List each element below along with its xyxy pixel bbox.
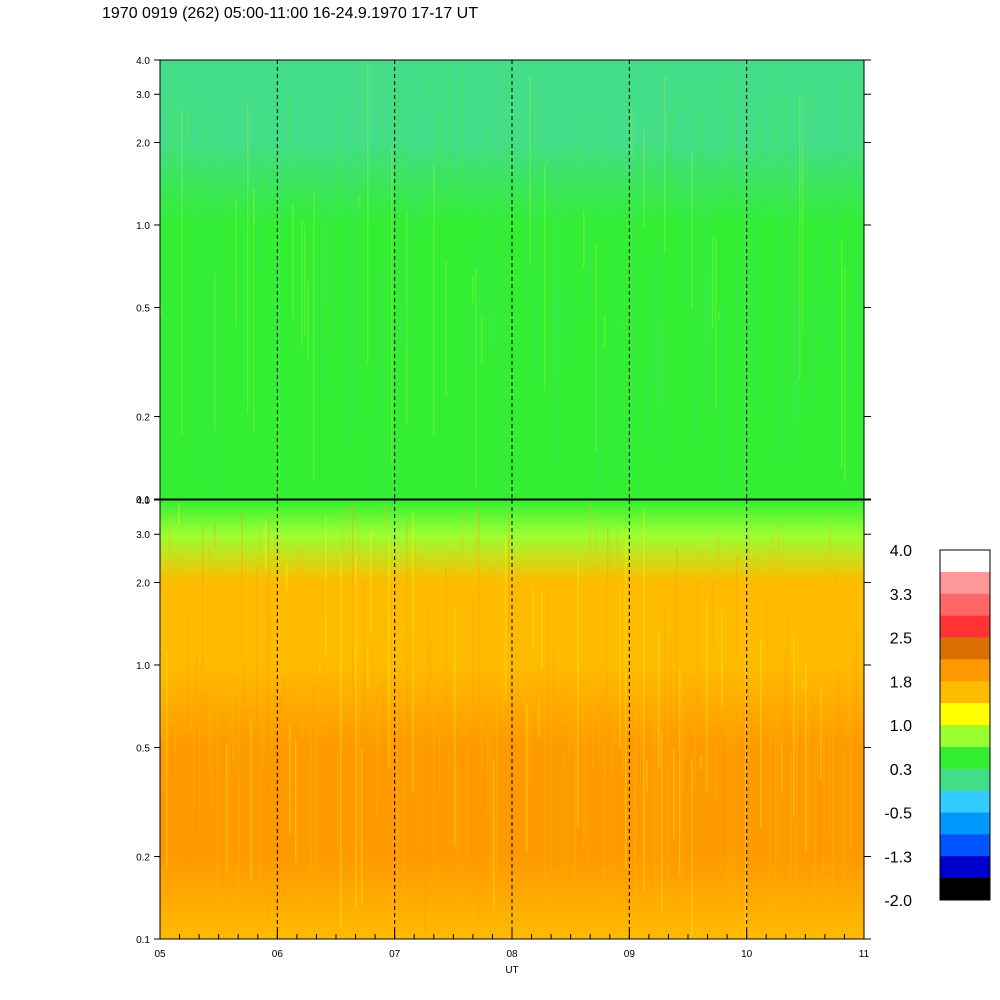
y-tick-label: 0.2 [136,853,150,864]
colorbar-swatch [940,812,990,835]
colorbar-swatch [940,725,990,748]
colorbar-swatch [940,681,990,704]
colorbar-label: -2.0 [884,893,912,910]
x-tick-label: 10 [741,949,753,960]
x-tick-label: 05 [154,949,166,960]
y-tick-label: 4.0 [136,496,150,507]
y-tick-label: 1.0 [136,661,150,672]
colorbar-swatch [940,746,990,770]
colorbar-swatch [940,790,990,813]
colorbar-label: 0.3 [890,762,912,779]
y-tick-label: 3.0 [136,530,150,541]
y-tick-label: 1.0 [136,221,150,232]
colorbar-swatch [940,768,990,792]
x-tick-label: 11 [859,949,870,960]
lower-spectrogram-panel: 0.1 0.2 0.5 1.0 2.0 3.0 4.0 [136,496,871,946]
colorbar-label: 1.0 [890,718,912,735]
spectrogram-texture [160,501,864,938]
colorbar: 4.0 3.3 2.5 1.8 1.0 0.3 -0.5 -1.3 -2.0 [884,543,991,910]
spectrogram-texture [160,60,864,495]
y-tick-label: 2.0 [136,578,150,589]
upper-spectrogram-panel: 0.1 0.2 0.5 1.0 2.0 3.0 4.0 [136,56,871,506]
y-tick-label: 0.2 [136,413,150,424]
y-tick-label: 0.5 [136,303,150,314]
y-tick-label: 4.0 [136,56,150,67]
colorbar-label: 2.5 [890,631,912,648]
page-title: 1970 0919 (262) 05:00-11:00 16-24.9.1970… [102,5,478,22]
x-axis-title: UT [505,965,518,976]
colorbar-swatch [940,550,990,573]
colorbar-swatch [940,615,990,638]
x-tick-label: 09 [624,949,636,960]
y-tick-label: 0.1 [136,935,150,946]
y-tick-label: 2.0 [136,138,150,149]
colorbar-swatch [940,856,990,879]
colorbar-label: 3.3 [890,587,912,604]
x-tick-label: 07 [389,949,401,960]
y-tick-label: 0.1 [136,495,150,506]
y-tick-label: 0.5 [136,743,150,754]
colorbar-label: -0.5 [884,806,912,823]
colorbar-swatch [940,593,990,617]
y-tick-label: 3.0 [136,90,150,101]
colorbar-label: -1.3 [884,849,912,866]
colorbar-swatch [940,637,990,660]
colorbar-swatch [940,703,990,726]
colorbar-swatch [940,834,990,857]
x-axis: 05 06 07 08 09 10 11 UT [154,930,870,976]
colorbar-label: 1.8 [890,674,912,691]
x-tick-label: 08 [506,949,518,960]
x-tick-label: 06 [272,949,284,960]
colorbar-label: 4.0 [890,543,912,560]
colorbar-swatch [940,878,990,901]
colorbar-swatch [940,659,990,682]
colorbar-swatch [940,571,990,595]
colorbar-frame [939,549,991,901]
